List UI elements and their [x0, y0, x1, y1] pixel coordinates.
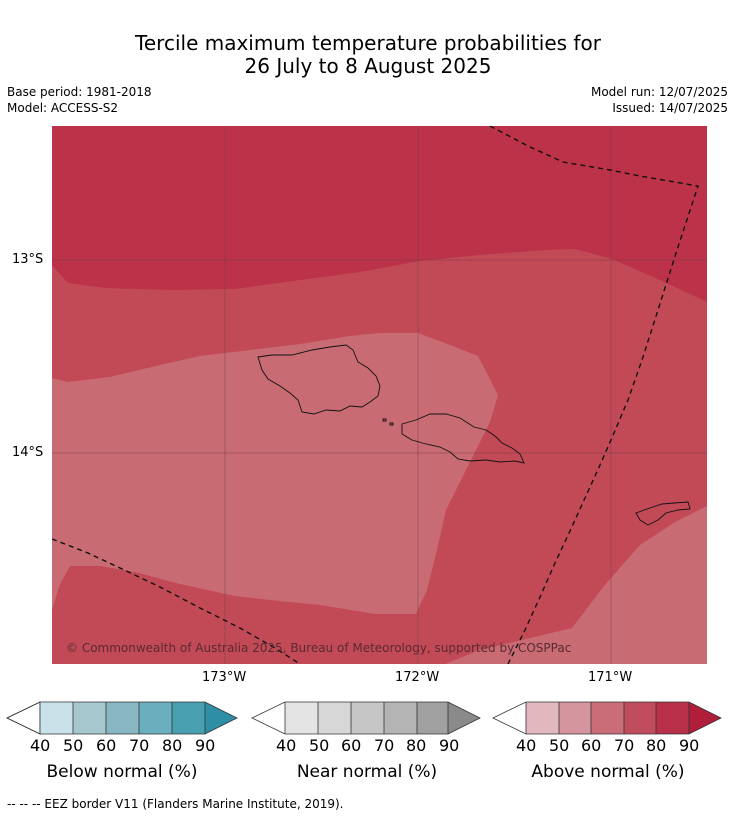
cb-above-tick: 80	[646, 736, 667, 755]
upolu-island	[401, 413, 525, 464]
cb-near-tick: 70	[374, 736, 395, 755]
model-run: Model run: 12/07/2025	[590, 85, 728, 99]
lat-label-14s: 14°S	[12, 445, 44, 460]
cb-below-tick: 60	[96, 736, 117, 755]
cb-near-tick: 50	[309, 736, 330, 755]
islands	[257, 344, 691, 526]
cb-near-label: Near normal (%)	[296, 762, 438, 782]
cb-above-tick: 90	[679, 736, 700, 755]
cb-below-tick: 90	[195, 736, 216, 755]
cb-below-tick: 70	[129, 736, 150, 755]
cb-above-tick: 70	[614, 736, 635, 755]
savaii-island	[257, 344, 381, 415]
cb-near-tick: 60	[341, 736, 362, 755]
issued-date: Issued: 14/07/2025	[612, 101, 728, 115]
cb-above-label: Above normal (%)	[531, 762, 685, 782]
cb-above-tick: 40	[516, 736, 537, 755]
cb-above-tick: 50	[549, 736, 570, 755]
colorbar-below	[6, 701, 238, 735]
graticule	[52, 126, 707, 664]
cb-near-tick: 90	[439, 736, 460, 755]
cb-near-tick: 40	[276, 736, 297, 755]
title-line-1: Tercile maximum temperature probabilitie…	[135, 31, 601, 55]
probability-map	[52, 126, 707, 664]
cb-near-tick: 80	[406, 736, 427, 755]
manono-island	[382, 418, 387, 422]
base-period: Base period: 1981-2018	[7, 85, 152, 99]
tutuila-island	[635, 501, 691, 526]
model-name: Model: ACCESS-S2	[7, 101, 119, 115]
cb-below-tick: 50	[63, 736, 84, 755]
lat-label-13s: 13°S	[12, 252, 44, 267]
lon-label-173w: 173°W	[202, 670, 247, 685]
title-line-2: 26 July to 8 August 2025	[244, 54, 492, 78]
cb-below-tick: 40	[30, 736, 51, 755]
band-60-70-central	[52, 333, 498, 614]
eez-footnote: -- -- -- EEZ border V11 (Flanders Marine…	[7, 797, 344, 811]
band-60-70-southeast	[445, 506, 707, 664]
colorbar-above	[492, 701, 722, 735]
lon-label-172w: 172°W	[395, 670, 440, 685]
cb-below-tick: 80	[162, 736, 183, 755]
apolima-island	[389, 422, 394, 426]
colorbar-near	[251, 701, 481, 735]
eez-border	[52, 126, 699, 664]
lon-label-171w: 171°W	[588, 670, 633, 685]
cb-below-label: Below normal (%)	[46, 762, 198, 782]
copyright-notice: © Commonwealth of Australia 2025, Bureau…	[66, 641, 572, 655]
cb-above-tick: 60	[581, 736, 602, 755]
